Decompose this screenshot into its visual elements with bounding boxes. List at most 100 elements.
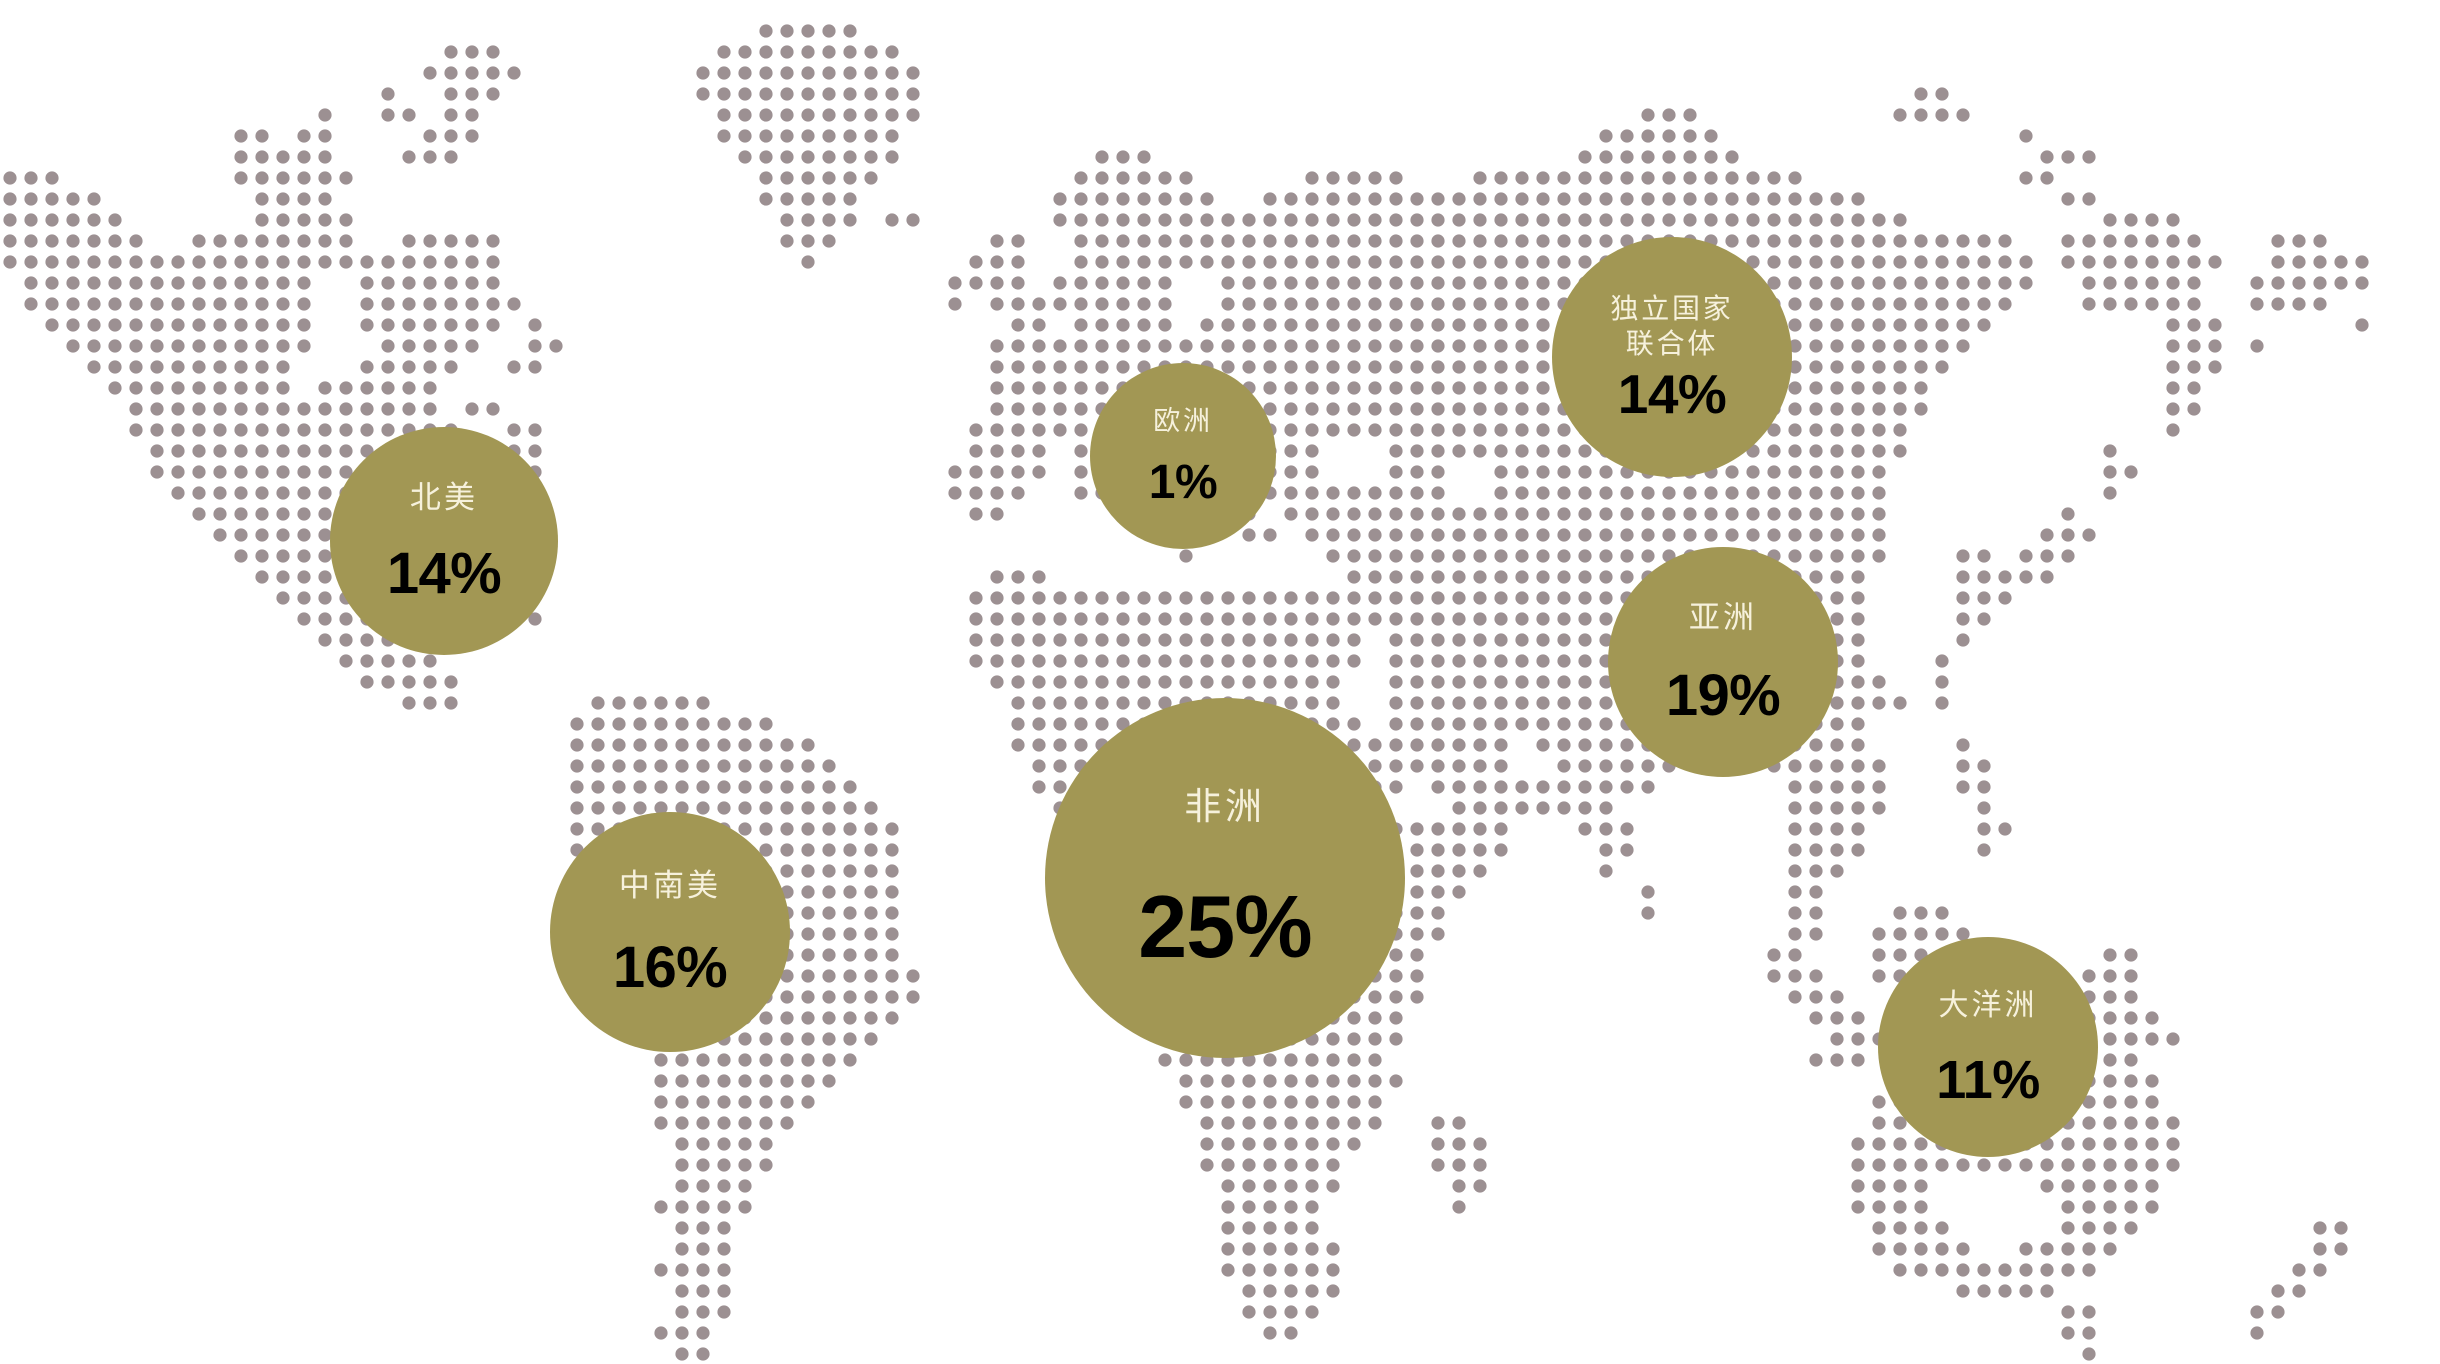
map-dot: [1431, 402, 1445, 416]
map-dot: [87, 255, 101, 269]
map-dot: [1872, 759, 1886, 773]
map-dot: [1788, 822, 1802, 836]
map-dot: [1305, 1284, 1319, 1298]
map-dot: [1179, 255, 1193, 269]
map-dot: [1326, 234, 1340, 248]
map-dot: [2040, 1158, 2054, 1172]
map-dot: [1305, 1221, 1319, 1235]
map-dot: [1389, 1032, 1403, 1046]
map-dot: [1368, 192, 1382, 206]
map-dot: [822, 1053, 836, 1067]
map-dot: [1683, 486, 1697, 500]
map-dot: [1263, 213, 1277, 227]
map-dot: [45, 213, 59, 227]
map-dot: [1830, 759, 1844, 773]
map-dot: [2250, 1326, 2264, 1340]
map-dot: [1578, 738, 1592, 752]
map-dot: [528, 444, 542, 458]
map-dot: [801, 45, 815, 59]
map-dot: [1893, 948, 1907, 962]
map-dot: [1578, 465, 1592, 479]
map-dot: [1053, 612, 1067, 626]
map-dot: [1872, 1200, 1886, 1214]
map-dot: [1641, 171, 1655, 185]
map-dot: [1893, 108, 1907, 122]
map-dot: [1557, 213, 1571, 227]
map-dot: [1263, 1326, 1277, 1340]
map-dot: [801, 150, 815, 164]
map-dot: [717, 780, 731, 794]
map-dot: [1326, 1284, 1340, 1298]
map-dot: [1977, 255, 1991, 269]
map-dot: [1809, 927, 1823, 941]
map-dot: [1410, 696, 1424, 710]
map-dot: [1410, 864, 1424, 878]
map-dot: [1809, 276, 1823, 290]
map-dot: [402, 297, 416, 311]
map-dot: [276, 486, 290, 500]
map-dot: [780, 66, 794, 80]
map-dot: [1263, 297, 1277, 311]
map-dot: [1284, 1116, 1298, 1130]
map-dot: [2166, 297, 2180, 311]
map-dot: [2082, 255, 2096, 269]
map-dot: [2208, 318, 2222, 332]
map-dot: [213, 507, 227, 521]
map-dot: [1536, 339, 1550, 353]
map-dot: [780, 45, 794, 59]
map-dot: [1158, 675, 1172, 689]
map-dot: [1242, 297, 1256, 311]
map-dot: [2208, 339, 2222, 353]
map-dot: [444, 87, 458, 101]
map-dot: [801, 822, 815, 836]
map-dot: [1368, 1011, 1382, 1025]
map-dot: [1410, 465, 1424, 479]
map-dot: [150, 297, 164, 311]
map-dot: [1410, 213, 1424, 227]
map-dot: [1557, 654, 1571, 668]
map-dot: [675, 1347, 689, 1361]
map-dot: [969, 255, 983, 269]
map-dot: [507, 360, 521, 374]
map-dot: [822, 192, 836, 206]
map-dot: [1179, 591, 1193, 605]
map-dot: [255, 402, 269, 416]
map-dot: [2061, 528, 2075, 542]
map-dot: [1368, 255, 1382, 269]
map-dot: [696, 738, 710, 752]
map-dot: [171, 465, 185, 479]
map-dot: [1998, 1284, 2012, 1298]
map-dot: [1851, 465, 1865, 479]
map-dot: [1053, 717, 1067, 731]
map-dot: [696, 759, 710, 773]
map-dot: [843, 948, 857, 962]
map-dot: [1326, 717, 1340, 731]
map-dot: [1494, 549, 1508, 563]
map-dot: [444, 108, 458, 122]
map-dot: [1032, 570, 1046, 584]
map-dot: [1263, 1200, 1277, 1214]
map-dot: [360, 318, 374, 332]
map-dot: [1074, 486, 1088, 500]
map-dot: [1830, 339, 1844, 353]
map-dot: [1389, 381, 1403, 395]
map-dot: [1284, 1263, 1298, 1277]
map-dot: [1809, 318, 1823, 332]
map-dot: [1284, 339, 1298, 353]
map-dot: [1431, 486, 1445, 500]
map-dot: [1242, 1263, 1256, 1277]
map-dot: [1830, 486, 1844, 500]
map-dot: [843, 906, 857, 920]
map-dot: [66, 255, 80, 269]
map-dot: [1830, 507, 1844, 521]
map-dot: [1893, 255, 1907, 269]
map-dot: [1389, 213, 1403, 227]
map-dot: [1641, 906, 1655, 920]
bubble-label: 欧洲: [1153, 406, 1213, 437]
map-dot: [2313, 276, 2327, 290]
map-dot: [1011, 633, 1025, 647]
map-dot: [276, 192, 290, 206]
map-dot: [1830, 1032, 1844, 1046]
map-dot: [2124, 990, 2138, 1004]
map-dot: [1977, 1158, 1991, 1172]
